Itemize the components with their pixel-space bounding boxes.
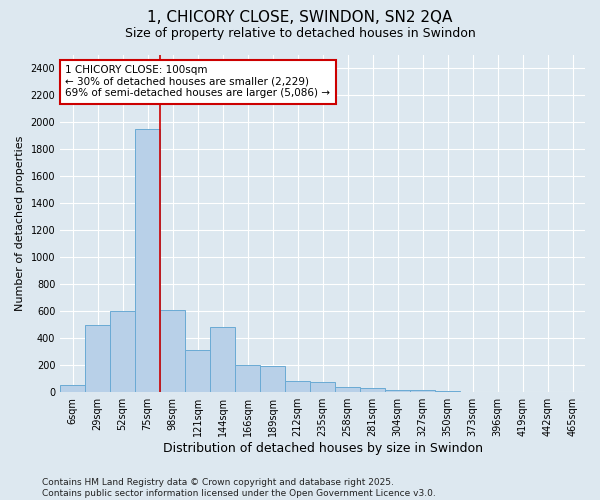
Bar xyxy=(410,390,435,392)
Bar xyxy=(185,350,210,392)
Bar xyxy=(435,391,460,392)
Bar xyxy=(360,388,385,392)
Text: Contains HM Land Registry data © Crown copyright and database right 2025.
Contai: Contains HM Land Registry data © Crown c… xyxy=(42,478,436,498)
Bar xyxy=(110,312,135,392)
Bar xyxy=(285,382,310,392)
Bar xyxy=(135,129,160,392)
Bar xyxy=(335,388,360,392)
Bar xyxy=(310,382,335,392)
Text: 1 CHICORY CLOSE: 100sqm
← 30% of detached houses are smaller (2,229)
69% of semi: 1 CHICORY CLOSE: 100sqm ← 30% of detache… xyxy=(65,65,331,98)
Bar xyxy=(235,365,260,392)
Text: Size of property relative to detached houses in Swindon: Size of property relative to detached ho… xyxy=(125,28,475,40)
Y-axis label: Number of detached properties: Number of detached properties xyxy=(15,136,25,312)
X-axis label: Distribution of detached houses by size in Swindon: Distribution of detached houses by size … xyxy=(163,442,482,455)
Bar xyxy=(385,390,410,392)
Bar xyxy=(160,310,185,392)
Bar xyxy=(60,386,85,392)
Text: 1, CHICORY CLOSE, SWINDON, SN2 2QA: 1, CHICORY CLOSE, SWINDON, SN2 2QA xyxy=(148,10,452,25)
Bar xyxy=(85,325,110,392)
Bar xyxy=(210,328,235,392)
Bar xyxy=(260,366,285,392)
